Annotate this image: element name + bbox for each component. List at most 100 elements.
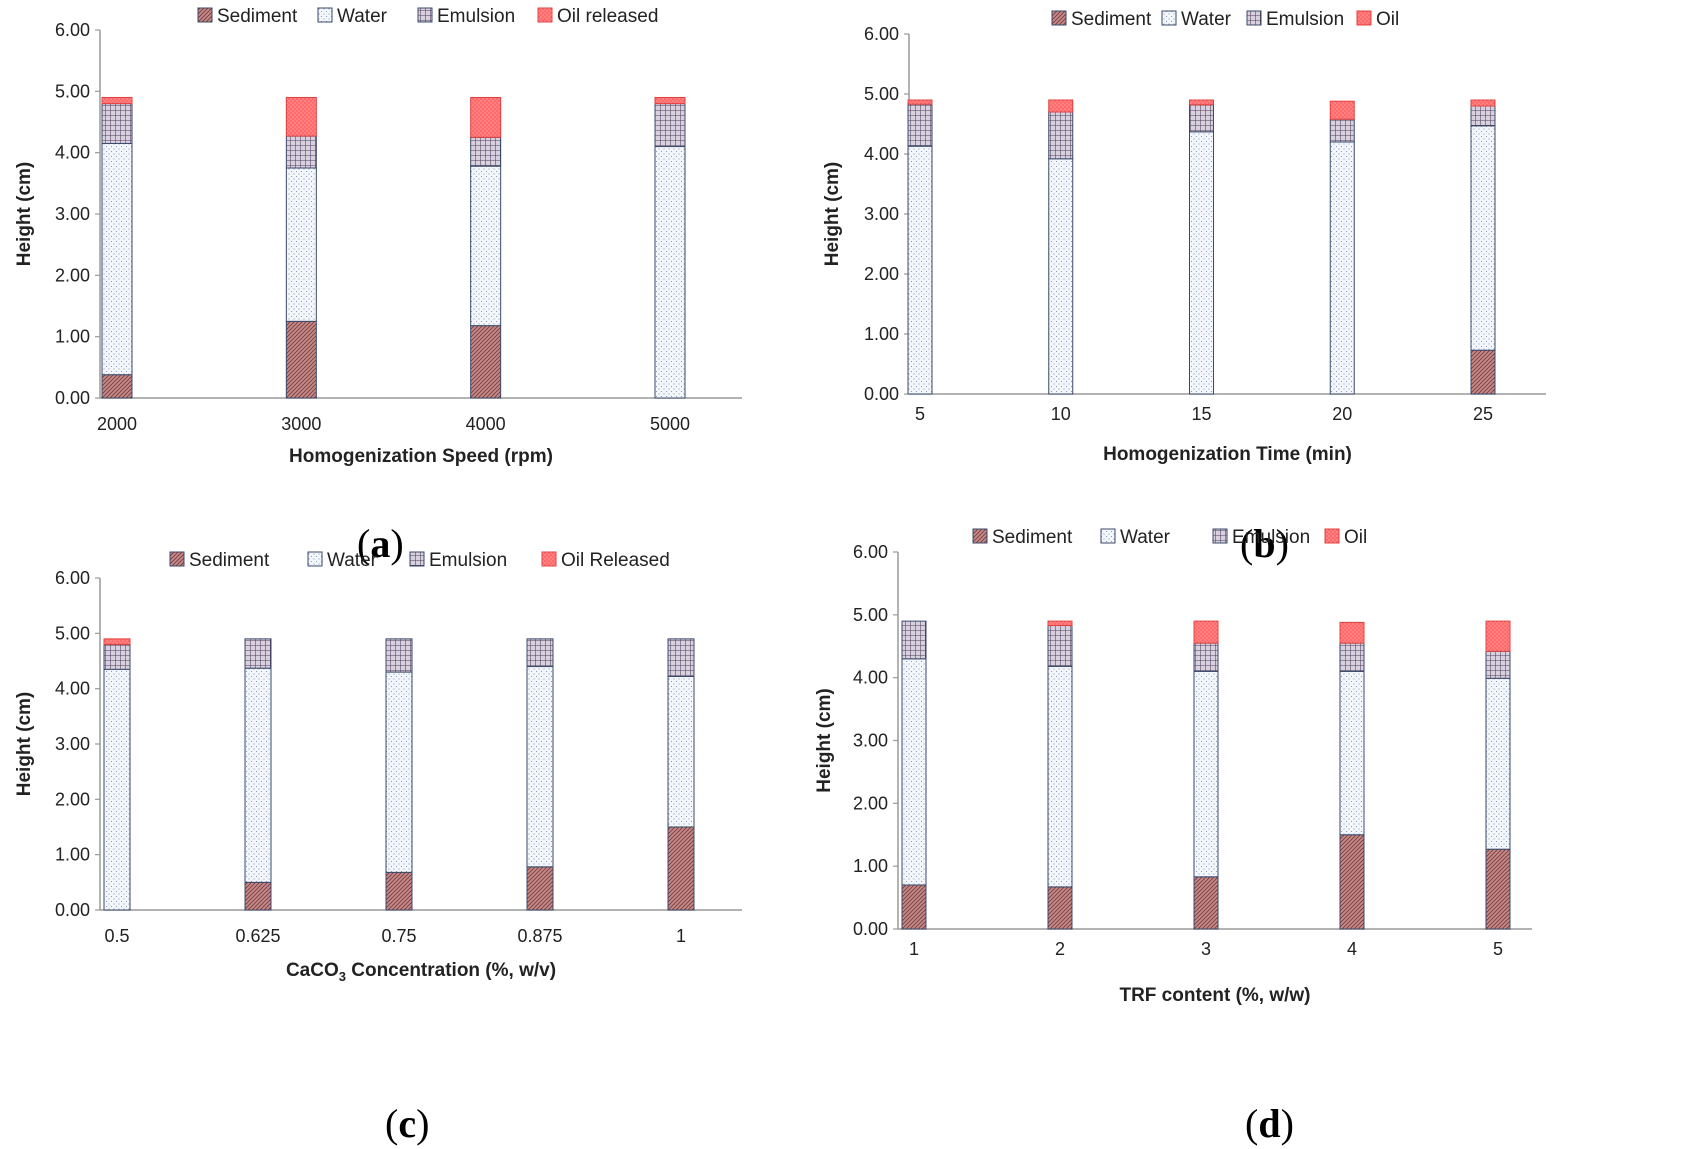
bar-segment-water [470,165,502,327]
bar-segment-oil [1047,620,1073,627]
bar-segment-sediment [1339,834,1365,930]
bar-segment-sediment [1193,876,1219,930]
x-tick-label: 0.625 [235,926,280,946]
y-tick-label: 6.00 [55,568,90,588]
x-axis-title: Homogenization Speed (rpm) [289,446,553,467]
bar-segment-emulsion [1339,642,1365,672]
bar-segment-water [103,668,131,911]
bar-segment-oil [1189,99,1214,106]
y-tick-label: 6.00 [55,20,90,40]
y-tick-label: 1.00 [55,845,90,865]
x-tick-label: 0.75 [381,926,416,946]
bar-segment-oil-released [470,96,502,138]
y-tick-label: 0.00 [864,384,899,404]
legend-label: Oil released [557,6,658,27]
legend-swatch-oil [1356,10,1372,26]
x-tick-label: 1 [909,939,919,959]
bar-segment-sediment [526,866,554,911]
bar-segment-emulsion [1470,105,1496,127]
x-tick-label: 5000 [650,414,690,434]
legend-swatch-sediment [169,551,185,567]
legend-swatch-oil-released [541,551,557,567]
legend-swatch-oil-released [537,7,553,23]
legend-label: Sediment [189,550,270,571]
x-tick-label: 0.5 [104,926,129,946]
bar-segment-emulsion [1193,642,1219,672]
bar-segment-emulsion [526,638,554,668]
y-tick-label: 1.00 [853,856,888,876]
y-tick-label: 3.00 [864,204,899,224]
bar-segment-emulsion [1329,118,1355,143]
bar-segment-oil-released [654,96,686,105]
y-tick-label: 3.00 [55,734,90,754]
bar-segment-water [1329,141,1355,395]
bar-segment-water [667,675,695,828]
bar-segment-oil [1329,100,1355,120]
x-axis-title: CaCO3 Concentration (%, w/v) [286,960,556,984]
y-tick-label: 6.00 [853,542,888,562]
bar-segment-water [1189,131,1214,395]
bar-segment-emulsion [285,135,317,169]
bar-segment-sediment [470,325,502,399]
chart-panel-c: 0.00 1.00 2.00 3.00 4.00 5.00 6.00 0.5 0.625 0.75… [0,550,820,1070]
y-tick-label: 5.00 [55,623,90,643]
chart-a-svg: 0.00 1.00 2.00 3.00 4.00 5.00 6.00 2000 3000 4000… [14,6,742,467]
x-tick-label: 1 [676,926,686,946]
legend-label: Oil Released [561,550,670,571]
caption-d: (d) [1245,1101,1294,1146]
y-tick-label: 5.00 [853,605,888,625]
bar-segment-oil-released [285,96,317,137]
x-axis-title: Homogenization Time (min) [1103,444,1352,465]
y-tick-label: 2.00 [55,265,90,285]
legend-label: Oil [1344,527,1367,548]
y-tick-label: 3.00 [55,204,90,224]
caption-b: (b) [1240,521,1289,566]
bar-segment-emulsion [103,643,131,670]
legend-label: Emulsion [1232,527,1310,548]
bar-segment-oil [1485,620,1511,652]
bar-segment-emulsion [470,136,502,167]
bar-segment-water [526,666,554,868]
y-tick-label: 1.00 [55,327,90,347]
x-tick-label: 25 [1473,404,1493,424]
chart-panel-a: 0.00 1.00 2.00 3.00 4.00 5.00 6.00 2000 3000 4000… [0,0,820,480]
bar-segment-emulsion [101,103,133,144]
bar-segment-oil-released [101,96,133,105]
y-tick-label: 2.00 [864,264,899,284]
y-tick-label: 4.00 [55,679,90,699]
legend-label: Oil [1376,9,1399,30]
x-tick-label: 15 [1191,404,1211,424]
bar-segment-oil [1339,621,1365,644]
legend-label: Sediment [1071,9,1152,30]
x-tick-label: 5 [1493,939,1503,959]
legend-swatch-oil [1324,528,1340,544]
y-tick-label: 0.00 [55,900,90,920]
legend-label: Sediment [217,6,298,27]
y-tick-label: 2.00 [853,793,888,813]
legend-swatch-water [1161,10,1177,26]
legend-label: Water [337,6,388,27]
bar-segment-emulsion [1047,625,1073,667]
bar-segment-sediment [285,320,317,399]
bar-segment-water [244,667,272,883]
legend-swatch-emulsion [1212,528,1228,544]
legend-label: Emulsion [1266,9,1344,30]
bar-segment-oil-released [103,638,131,645]
bar-segment-emulsion [385,638,413,673]
legend-label: Emulsion [429,550,507,571]
bar-segment-water [907,145,933,395]
legend-swatch-emulsion [1246,10,1262,26]
bar-segment-oil [907,99,933,105]
bar-segment-oil [1193,620,1219,644]
y-tick-label: 1.00 [864,324,899,344]
y-axis-title: Height (cm) [822,162,843,267]
y-tick-label: 0.00 [853,919,888,939]
y-tick-label: 0.00 [55,388,90,408]
bar-segment-sediment [101,374,133,399]
caption-a: (a) [357,521,404,566]
legend-swatch-water [317,7,333,23]
bar-segment-emulsion [907,103,933,147]
legend-swatch-water [307,551,323,567]
bar-segment-emulsion [1485,650,1511,679]
bar-segment-water [285,167,317,322]
